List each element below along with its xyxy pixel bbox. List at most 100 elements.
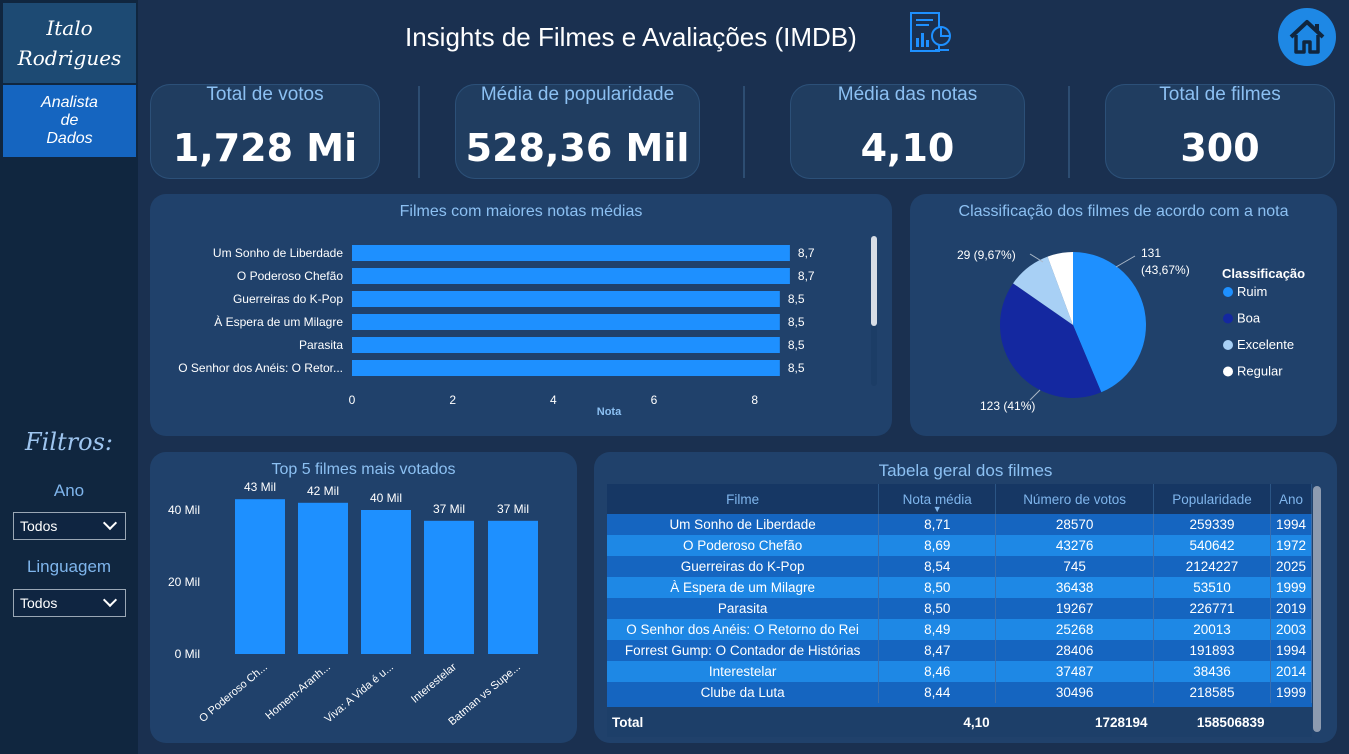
y-tick-label: 40 Mil	[168, 503, 200, 517]
legend-item[interactable]: Boa	[1237, 311, 1261, 326]
table-row[interactable]: Forrest Gump: O Contador de Histórias 8,4…	[607, 640, 1312, 661]
legend-item[interactable]: Regular	[1237, 364, 1283, 379]
table-row[interactable]: Guerreiras do K-Pop 8,54 745 2124227 2025	[607, 556, 1312, 577]
votes-bar[interactable]	[488, 520, 538, 654]
table-cell: 1999	[1270, 577, 1312, 598]
slice-label: 123 (41%)	[980, 399, 1035, 413]
legend-marker	[1223, 287, 1233, 297]
category-label: Guerreiras do K-Pop	[233, 292, 343, 306]
table-cell: 8,54	[878, 556, 997, 577]
top-ratings-chart: Nota Um Sonho de Liberdade 8,7 O Poderoso …	[178, 236, 877, 418]
total-cell: Total	[607, 707, 879, 737]
rating-bar[interactable]	[352, 291, 780, 307]
column-header-votes[interactable]: Número de votos	[995, 484, 1155, 514]
movies-table-container: Filme Nota média ▼ Número de votos Popul…	[607, 484, 1312, 737]
table-row[interactable]: Parasita 8,50 19267 226771 2019	[607, 598, 1312, 619]
role-line-2: de	[60, 112, 79, 129]
table-row[interactable]: Um Sonho de Liberdade 8,71 28570 259339 1994	[607, 514, 1312, 535]
total-cell: 4,10	[878, 707, 996, 737]
year-filter-value: Todos	[20, 518, 58, 534]
table-cell: 37487	[995, 661, 1155, 682]
table-cell: 1994	[1270, 640, 1312, 661]
table-header-row: Filme Nota média ▼ Número de votos Popul…	[607, 484, 1312, 514]
kpi-label: Média das notas	[837, 84, 978, 105]
table-cell: 25268	[995, 619, 1155, 640]
table-row[interactable]: O Senhor dos Anéis: O Retorno do Rei 8,49…	[607, 619, 1312, 640]
table-cell: 19267	[995, 598, 1155, 619]
table-cell: 745	[995, 556, 1155, 577]
table-cell: Clube da Luta	[607, 682, 880, 703]
rating-bar[interactable]	[352, 268, 790, 284]
pie-slice[interactable]	[1013, 256, 1073, 325]
y-tick-label: 20 Mil	[168, 575, 200, 589]
table-row[interactable]: À Espera de um Milagre 8,50 36438 53510 1999	[607, 577, 1312, 598]
kpi-value: 4,10	[860, 126, 955, 170]
legend-title: Classificação	[1222, 266, 1305, 281]
data-label: 8,7	[798, 246, 815, 260]
chart-scrollbar-thumb[interactable]	[871, 236, 877, 326]
slice-label: (43,67%)	[1141, 263, 1190, 277]
legend-item[interactable]: Ruim	[1237, 284, 1267, 299]
legend-marker	[1223, 340, 1233, 350]
filters-title: Filtros:	[25, 428, 113, 456]
column-header-year[interactable]: Ano	[1270, 484, 1312, 514]
rating-classification-chart: Classificação 131 (43,67%) 123 (41%) 29 (9,…	[957, 246, 1305, 413]
rating-bar[interactable]	[352, 314, 780, 330]
column-header-rating[interactable]: Nota média ▼	[878, 484, 997, 514]
table-cell: 8,49	[878, 619, 997, 640]
pie-slice[interactable]	[1047, 252, 1073, 325]
table-cell: À Espera de um Milagre	[607, 577, 880, 598]
pie-title: Classificação dos filmes de acordo com a…	[958, 203, 1289, 220]
report-document-icon	[910, 12, 951, 52]
rating-bar[interactable]	[352, 360, 780, 376]
kpi-value: 1,728 Mi	[172, 126, 358, 170]
kpi-label: Total de votos	[206, 84, 324, 105]
rating-bar[interactable]	[352, 337, 780, 353]
category-label: À Espera de um Milagre	[214, 314, 343, 329]
kpi-value: 300	[1180, 126, 1260, 170]
slice-label: 29 (9,67%)	[957, 248, 1016, 262]
table-scrollbar-thumb[interactable]	[1313, 486, 1321, 732]
kpi-total-movies: Total de filmes 300	[1105, 84, 1335, 179]
votes-bar[interactable]	[361, 510, 411, 654]
sidebar: Italo Rodrigues Analista de Dados Filtro…	[0, 0, 138, 754]
top-ratings-title: Filmes com maiores notas médias	[399, 203, 643, 220]
table-row[interactable]: Interestelar 8,46 37487 38436 2014	[607, 661, 1312, 682]
votes-bar[interactable]	[235, 499, 285, 654]
table-cell: 2003	[1270, 619, 1312, 640]
year-filter-dropdown[interactable]: Todos	[13, 512, 126, 540]
table-cell: 8,50	[878, 598, 997, 619]
table-cell: Um Sonho de Liberdade	[607, 514, 880, 535]
rating-bar[interactable]	[352, 245, 790, 261]
data-label: 37 Mil	[433, 502, 465, 516]
table-cell: 226771	[1153, 598, 1271, 619]
table-cell: 8,47	[878, 640, 997, 661]
language-filter-dropdown[interactable]: Todos	[13, 589, 126, 617]
table-cell: 38436	[1153, 661, 1271, 682]
legend-marker	[1223, 313, 1233, 324]
category-label: O Poderoso Chefão	[237, 269, 343, 283]
home-button[interactable]	[1278, 8, 1336, 66]
votes-bar[interactable]	[298, 502, 348, 654]
page-title: Insights de Filmes e Avaliações (IMDB)	[405, 22, 857, 52]
sort-desc-icon: ▼	[932, 504, 942, 514]
table-row[interactable]: Clube da Luta 8,44 30496 218585 1999	[607, 682, 1312, 703]
votes-bar[interactable]	[424, 520, 474, 654]
label-leader-line	[1115, 255, 1136, 268]
kpi-label: Total de filmes	[1159, 84, 1281, 105]
column-header-film[interactable]: Filme	[607, 484, 880, 514]
table-cell: 2025	[1270, 556, 1312, 577]
category-label: Homem-Aranh...	[263, 661, 333, 722]
pie-slice[interactable]	[1073, 252, 1146, 393]
pie-slice[interactable]	[1000, 283, 1102, 398]
kpi-avg-rating: Média das notas 4,10	[790, 84, 1025, 179]
table-row[interactable]: O Poderoso Chefão 8,69 43276 540642 1972	[607, 535, 1312, 556]
x-tick-label: 2	[449, 393, 456, 407]
legend-item[interactable]: Excelente	[1237, 337, 1294, 352]
column-header-popularity[interactable]: Popularidade	[1153, 484, 1271, 514]
divider	[418, 86, 420, 178]
data-label: 42 Mil	[307, 484, 339, 498]
language-filter-label: Linguagem	[26, 557, 112, 576]
kpi-label: Média de popularidade	[480, 84, 675, 105]
top-voted-panel: Top 5 filmes mais votados 0 Mil 20 Mil 40 …	[150, 452, 577, 743]
